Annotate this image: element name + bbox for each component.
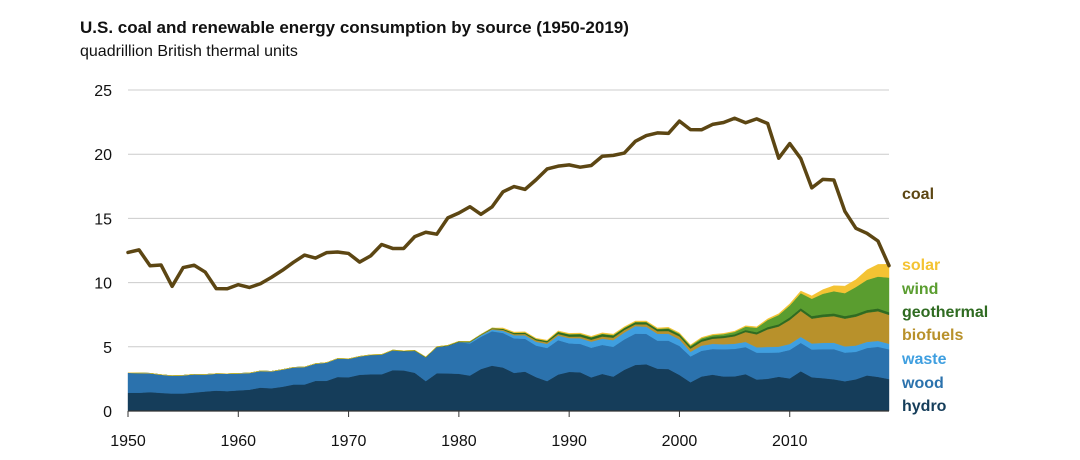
- y-tick-label: 5: [103, 340, 112, 357]
- chart-subtitle: quadrillion British thermal units: [80, 43, 298, 60]
- y-tick-label: 15: [94, 211, 112, 228]
- line-coal: [126, 116, 891, 291]
- y-tick-label: 20: [94, 147, 112, 164]
- series-label-hydro: hydro: [902, 398, 947, 415]
- series-label-geothermal: geothermal: [902, 304, 989, 321]
- x-tick-label: 1970: [331, 433, 367, 450]
- x-tick-label: 1960: [220, 433, 256, 450]
- series-label-biofuels: biofuels: [902, 327, 964, 344]
- chart-title: U.S. coal and renewable energy consumpti…: [80, 18, 629, 37]
- series-label-waste: waste: [902, 351, 947, 368]
- x-tick-label: 2010: [772, 433, 808, 450]
- series-label-coal: coal: [902, 186, 935, 203]
- area-solar: [127, 264, 890, 376]
- y-tick-label: 25: [94, 83, 112, 100]
- series-label-wind: wind: [902, 281, 939, 298]
- x-tick-label: 1980: [441, 433, 477, 450]
- x-tick-label: 1950: [110, 433, 146, 450]
- series-label-wood: wood: [902, 375, 944, 392]
- y-tick-label: 0: [103, 404, 112, 421]
- x-tick-label: 2000: [662, 433, 698, 450]
- y-tick-label: 10: [94, 276, 112, 293]
- x-tick-label: 1990: [551, 433, 587, 450]
- series-label-solar: solar: [902, 257, 941, 274]
